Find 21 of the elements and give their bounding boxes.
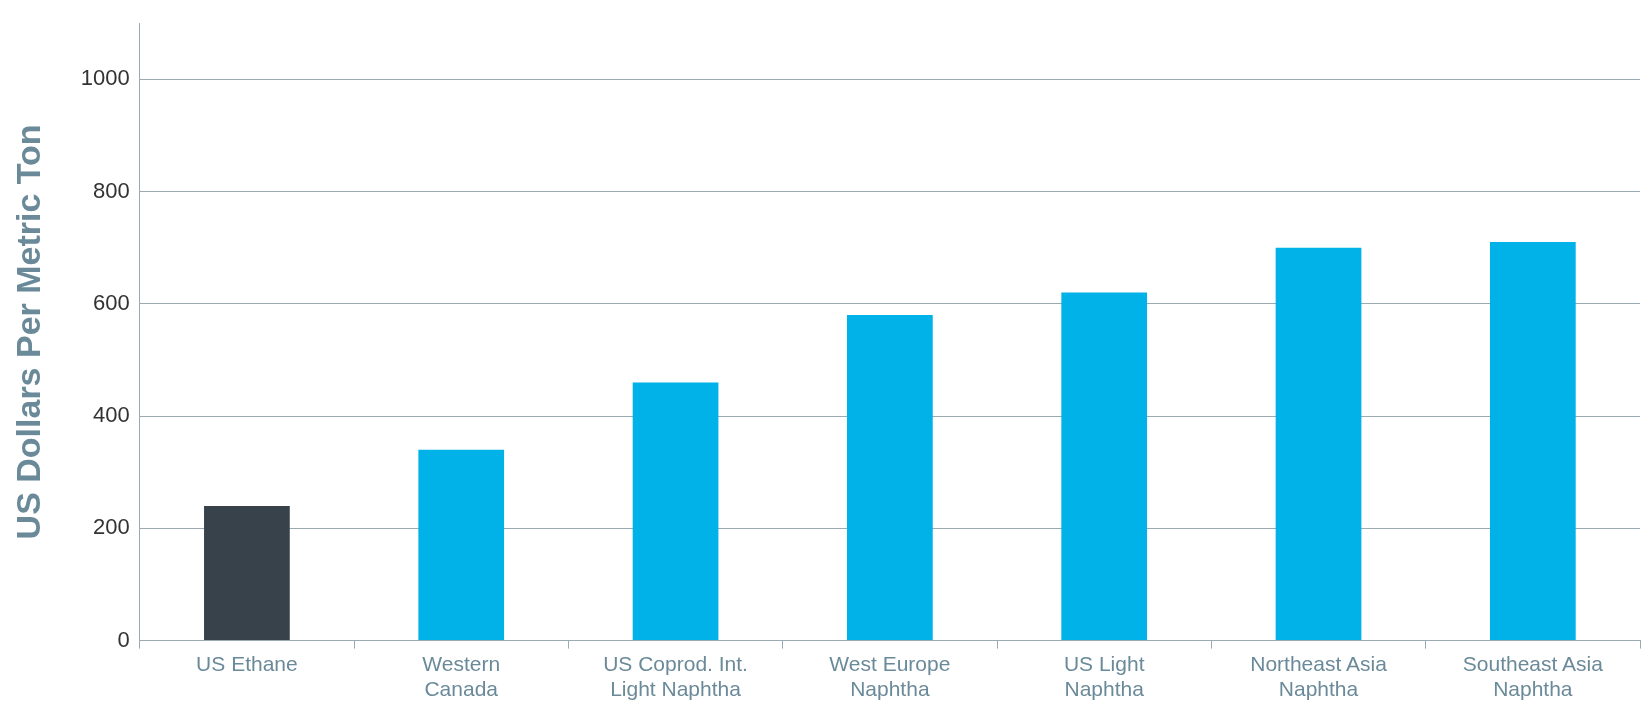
x-tick-label: Southeast Asia Naphtha: [1462, 652, 1604, 701]
y-tick-label: 1000: [80, 65, 130, 91]
x-tick-label: West Europe Naphtha: [829, 652, 951, 701]
x-tick-label: US Light Naphtha: [1063, 652, 1145, 701]
bar: [1489, 242, 1576, 641]
x-tick-label: Western Canada: [422, 652, 501, 701]
x-tick-label: US Coprod. Int. Light Naphtha: [603, 652, 748, 701]
y-tick-label: 200: [93, 514, 130, 540]
bar: [847, 315, 933, 641]
y-tick-label: 600: [93, 289, 130, 315]
bar: [1061, 292, 1148, 641]
bar: [632, 382, 719, 641]
bar: [418, 449, 505, 641]
x-tick-label: US Ethane: [196, 652, 298, 675]
x-tick-label: Northeast Asia Naphtha: [1250, 652, 1388, 701]
y-tick-label: 0: [117, 626, 130, 652]
y-axis-title: US Dollars Per Metric Ton: [8, 124, 47, 540]
y-tick-label: 800: [93, 177, 130, 203]
bar: [204, 505, 290, 641]
y-tick-label: 400: [93, 402, 130, 428]
bar: [1275, 247, 1362, 641]
